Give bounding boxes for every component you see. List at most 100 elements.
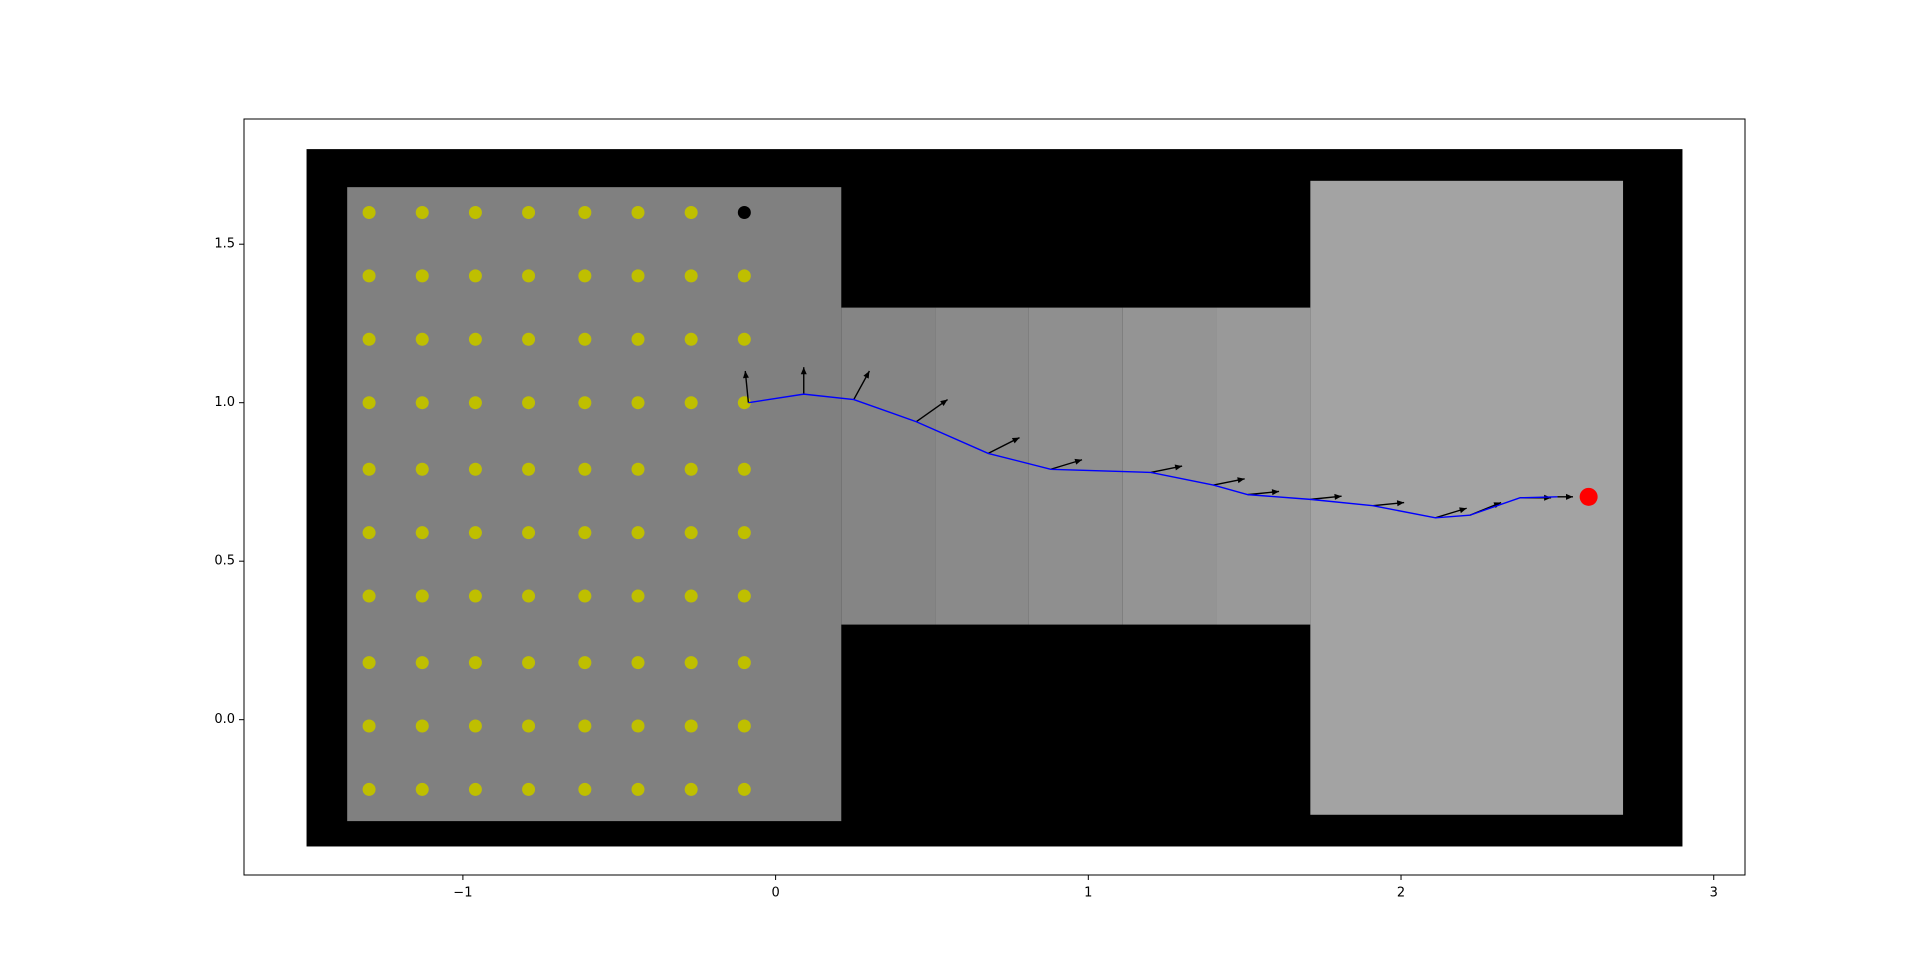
points-point: [631, 589, 645, 603]
arrow-head: [1074, 458, 1083, 465]
region: [935, 307, 1029, 625]
points-point: [737, 719, 751, 733]
arrow-head: [1271, 489, 1280, 496]
points-point: [468, 462, 482, 476]
points-point: [684, 396, 698, 410]
points-point: [468, 782, 482, 796]
points-point: [684, 526, 698, 540]
y-tick-label: 0.5: [214, 554, 235, 569]
arrow: [853, 370, 871, 400]
points-point: [415, 589, 429, 603]
points-point: [631, 206, 645, 220]
points-point: [578, 332, 592, 346]
points-point: [522, 462, 536, 476]
points-point: [415, 269, 429, 283]
points-point: [522, 269, 536, 283]
arrow: [915, 398, 948, 423]
arrow: [1435, 507, 1467, 519]
arrow: [742, 370, 750, 403]
points-point: [362, 719, 376, 733]
points-point: [684, 656, 698, 670]
points-point: [684, 462, 698, 476]
y-tick-label: 0.0: [214, 712, 235, 727]
points-point: [522, 589, 536, 603]
points-point: [578, 396, 592, 410]
arrow: [1310, 493, 1342, 501]
points-point: [362, 589, 376, 603]
points-point: [415, 719, 429, 733]
points-point: [415, 656, 429, 670]
y-tick-label: 1.5: [214, 237, 235, 252]
points-point: [522, 526, 536, 540]
points-point: [415, 782, 429, 796]
points-point: [468, 526, 482, 540]
axes-frame: [243, 118, 1746, 876]
points-point: [415, 206, 429, 220]
arrow-head: [1566, 493, 1574, 500]
arrow-head: [863, 371, 870, 379]
trajectory: [748, 393, 1558, 519]
arrow: [1213, 477, 1245, 486]
points-point: [522, 396, 536, 410]
points-point: [684, 206, 698, 220]
points-point: [578, 656, 592, 670]
points-point: [737, 656, 751, 670]
points-point: [737, 269, 751, 283]
points-point: [578, 206, 592, 220]
points-point: [468, 206, 482, 220]
points-point: [578, 782, 592, 796]
points-point: [415, 396, 429, 410]
x-tick-label: 3: [1710, 886, 1718, 901]
points-point: [522, 332, 536, 346]
region: [1028, 307, 1123, 625]
arrow-head: [940, 399, 948, 407]
points-point: [631, 269, 645, 283]
points-point: [684, 719, 698, 733]
points-point: [468, 332, 482, 346]
region: [1310, 180, 1624, 815]
points-point: [737, 589, 751, 603]
points-point: [468, 269, 482, 283]
points-point: [362, 396, 376, 410]
points-point: [415, 526, 429, 540]
points-point: [684, 782, 698, 796]
arrow: [1050, 458, 1083, 470]
arrow: [1557, 493, 1574, 500]
points-point: [737, 332, 751, 346]
points-point: [737, 462, 751, 476]
region: [1122, 307, 1217, 625]
points-point: [468, 396, 482, 410]
points-point: [362, 782, 376, 796]
x-tick-label: −1: [453, 886, 472, 901]
points-point: [631, 782, 645, 796]
points-point: [631, 526, 645, 540]
points-point: [631, 396, 645, 410]
points-point: [578, 526, 592, 540]
points-point: [578, 462, 592, 476]
x-tick-label: 1: [1084, 886, 1092, 901]
arrow-head: [1396, 500, 1405, 507]
arrow: [1150, 464, 1183, 474]
arrow: [800, 367, 807, 395]
points-point: [415, 462, 429, 476]
y-tick-label: 1.0: [214, 395, 235, 410]
points-point: [737, 782, 751, 796]
points-point: [522, 656, 536, 670]
points-point: [631, 719, 645, 733]
points-point: [578, 589, 592, 603]
points-point: [522, 782, 536, 796]
points-point: [522, 206, 536, 220]
arrow-head: [800, 367, 807, 375]
points-point: [684, 332, 698, 346]
points-point: [631, 462, 645, 476]
goal-point: [1579, 487, 1598, 506]
points-point: [468, 656, 482, 670]
arrow: [1372, 500, 1405, 507]
points-point: [578, 719, 592, 733]
points-point: [415, 332, 429, 346]
region: [841, 307, 936, 625]
region: [347, 187, 842, 822]
points-point: [737, 526, 751, 540]
region: [1216, 307, 1311, 625]
